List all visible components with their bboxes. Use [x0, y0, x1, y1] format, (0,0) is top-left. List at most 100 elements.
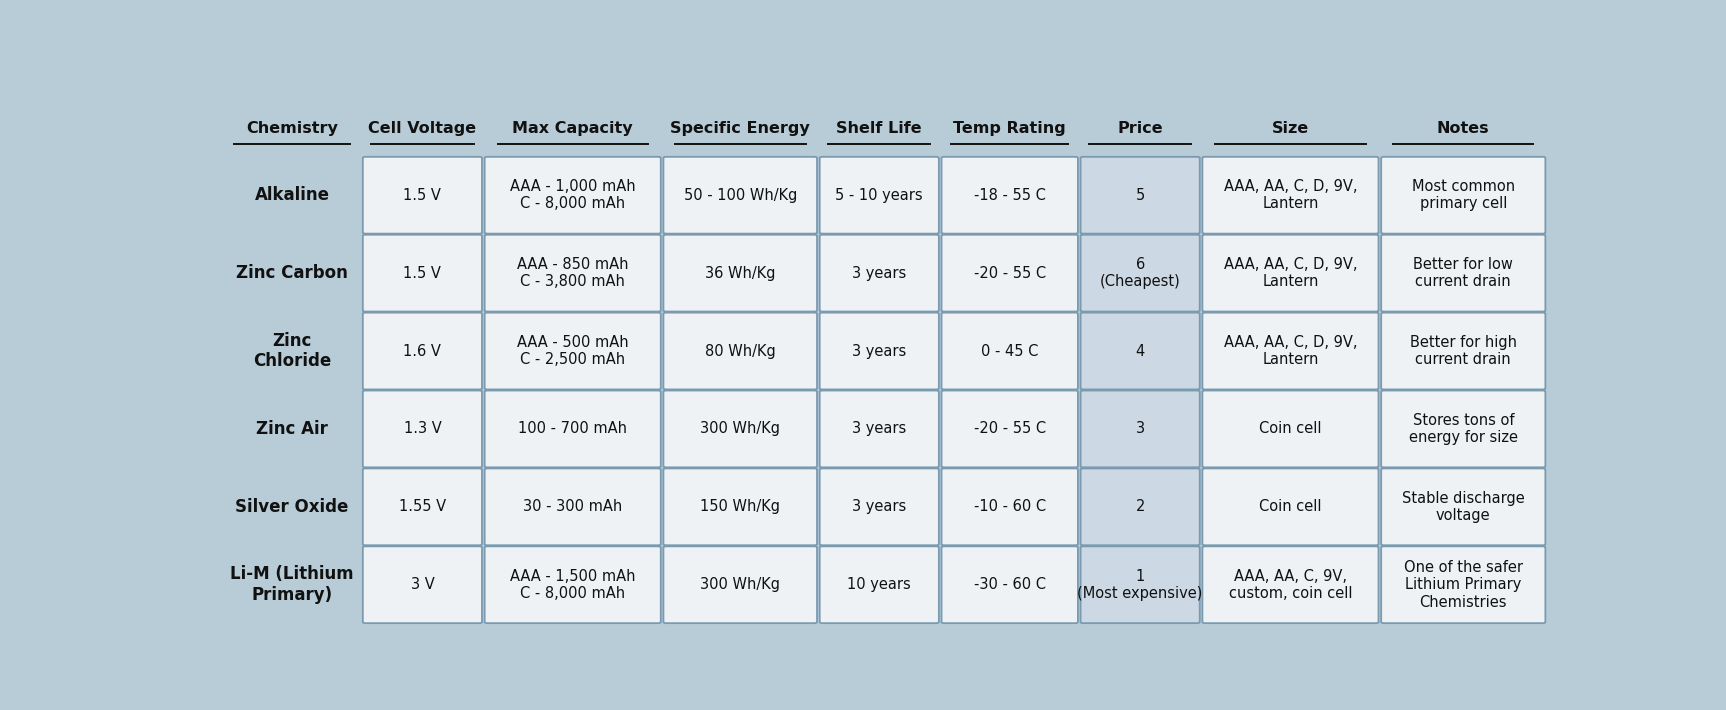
Text: -10 - 60 C: -10 - 60 C	[973, 499, 1046, 514]
Text: Coin cell: Coin cell	[1260, 499, 1322, 514]
Text: -18 - 55 C: -18 - 55 C	[973, 187, 1046, 203]
Text: 0 - 45 C: 0 - 45 C	[980, 344, 1039, 359]
Text: 300 Wh/Kg: 300 Wh/Kg	[701, 577, 780, 592]
Text: 1
(Most expensive): 1 (Most expensive)	[1077, 569, 1203, 601]
Text: AAA, AA, C, D, 9V,
Lantern: AAA, AA, C, D, 9V, Lantern	[1224, 335, 1357, 367]
FancyBboxPatch shape	[820, 391, 939, 467]
FancyBboxPatch shape	[1381, 469, 1545, 545]
Text: Stores tons of
energy for size: Stores tons of energy for size	[1408, 413, 1517, 445]
FancyBboxPatch shape	[941, 546, 1079, 623]
FancyBboxPatch shape	[820, 235, 939, 312]
Text: Max Capacity: Max Capacity	[513, 121, 633, 136]
FancyBboxPatch shape	[1381, 235, 1545, 312]
Text: AAA, AA, C, D, 9V,
Lantern: AAA, AA, C, D, 9V, Lantern	[1224, 179, 1357, 212]
FancyBboxPatch shape	[1080, 312, 1200, 390]
FancyBboxPatch shape	[1203, 235, 1379, 312]
Text: 3 years: 3 years	[853, 422, 906, 437]
FancyBboxPatch shape	[820, 157, 939, 234]
Text: 1.5 V: 1.5 V	[404, 266, 442, 280]
FancyBboxPatch shape	[941, 157, 1079, 234]
Text: Shelf Life: Shelf Life	[837, 121, 922, 136]
FancyBboxPatch shape	[485, 391, 661, 467]
FancyBboxPatch shape	[820, 546, 939, 623]
Text: AAA - 1,000 mAh
C - 8,000 mAh: AAA - 1,000 mAh C - 8,000 mAh	[509, 179, 635, 212]
FancyBboxPatch shape	[1080, 391, 1200, 467]
Text: 3: 3	[1136, 422, 1144, 437]
Text: Zinc
Chloride: Zinc Chloride	[252, 332, 331, 371]
FancyBboxPatch shape	[663, 235, 816, 312]
FancyBboxPatch shape	[362, 157, 482, 234]
Text: Li-M (Lithium
Primary): Li-M (Lithium Primary)	[230, 565, 354, 604]
FancyBboxPatch shape	[485, 312, 661, 390]
Text: Temp Rating: Temp Rating	[953, 121, 1067, 136]
FancyBboxPatch shape	[362, 546, 482, 623]
Text: Specific Energy: Specific Energy	[670, 121, 809, 136]
Text: -20 - 55 C: -20 - 55 C	[973, 422, 1046, 437]
Text: 50 - 100 Wh/Kg: 50 - 100 Wh/Kg	[683, 187, 797, 203]
Text: 10 years: 10 years	[847, 577, 911, 592]
Text: 4: 4	[1136, 344, 1144, 359]
Text: Silver Oxide: Silver Oxide	[235, 498, 349, 516]
Text: 1.5 V: 1.5 V	[404, 187, 442, 203]
Text: Chemistry: Chemistry	[247, 121, 338, 136]
Text: 3 years: 3 years	[853, 344, 906, 359]
FancyBboxPatch shape	[663, 391, 816, 467]
FancyBboxPatch shape	[1203, 469, 1379, 545]
Text: Alkaline: Alkaline	[254, 186, 330, 204]
Text: Cell Voltage: Cell Voltage	[368, 121, 476, 136]
Text: 100 - 700 mAh: 100 - 700 mAh	[518, 422, 627, 437]
Text: 6
(Cheapest): 6 (Cheapest)	[1099, 257, 1181, 290]
FancyBboxPatch shape	[1203, 312, 1379, 390]
Text: Zinc Air: Zinc Air	[255, 420, 328, 438]
FancyBboxPatch shape	[1080, 235, 1200, 312]
FancyBboxPatch shape	[663, 157, 816, 234]
FancyBboxPatch shape	[1381, 546, 1545, 623]
Text: 300 Wh/Kg: 300 Wh/Kg	[701, 422, 780, 437]
Text: Better for high
current drain: Better for high current drain	[1410, 335, 1517, 367]
Text: 80 Wh/Kg: 80 Wh/Kg	[704, 344, 775, 359]
Text: One of the safer
Lithium Primary
Chemistries: One of the safer Lithium Primary Chemist…	[1403, 560, 1522, 610]
Text: Size: Size	[1272, 121, 1308, 136]
Text: 30 - 300 mAh: 30 - 300 mAh	[523, 499, 623, 514]
FancyBboxPatch shape	[1203, 391, 1379, 467]
Text: AAA, AA, C, 9V,
custom, coin cell: AAA, AA, C, 9V, custom, coin cell	[1229, 569, 1351, 601]
Text: 3 years: 3 years	[853, 266, 906, 280]
Text: AAA - 1,500 mAh
C - 8,000 mAh: AAA - 1,500 mAh C - 8,000 mAh	[509, 569, 635, 601]
FancyBboxPatch shape	[362, 391, 482, 467]
Text: 1.3 V: 1.3 V	[404, 422, 442, 437]
Text: Most common
primary cell: Most common primary cell	[1412, 179, 1515, 212]
Text: 5 - 10 years: 5 - 10 years	[835, 187, 923, 203]
Text: Price: Price	[1117, 121, 1163, 136]
FancyBboxPatch shape	[941, 235, 1079, 312]
FancyBboxPatch shape	[362, 312, 482, 390]
Text: AAA - 500 mAh
C - 2,500 mAh: AAA - 500 mAh C - 2,500 mAh	[516, 335, 628, 367]
Text: AAA, AA, C, D, 9V,
Lantern: AAA, AA, C, D, 9V, Lantern	[1224, 257, 1357, 290]
Text: Notes: Notes	[1438, 121, 1490, 136]
FancyBboxPatch shape	[485, 469, 661, 545]
Text: 5: 5	[1136, 187, 1144, 203]
FancyBboxPatch shape	[1381, 157, 1545, 234]
FancyBboxPatch shape	[1381, 391, 1545, 467]
FancyBboxPatch shape	[1080, 469, 1200, 545]
Text: 1.55 V: 1.55 V	[399, 499, 445, 514]
FancyBboxPatch shape	[485, 157, 661, 234]
FancyBboxPatch shape	[1080, 546, 1200, 623]
Text: Better for low
current drain: Better for low current drain	[1414, 257, 1514, 290]
FancyBboxPatch shape	[820, 312, 939, 390]
FancyBboxPatch shape	[941, 391, 1079, 467]
Text: 3 years: 3 years	[853, 499, 906, 514]
Text: Zinc Carbon: Zinc Carbon	[236, 264, 349, 282]
Text: AAA - 850 mAh
C - 3,800 mAh: AAA - 850 mAh C - 3,800 mAh	[518, 257, 628, 290]
FancyBboxPatch shape	[485, 546, 661, 623]
FancyBboxPatch shape	[663, 312, 816, 390]
Text: 36 Wh/Kg: 36 Wh/Kg	[704, 266, 775, 280]
Text: Stable discharge
voltage: Stable discharge voltage	[1402, 491, 1524, 523]
Text: 1.6 V: 1.6 V	[404, 344, 442, 359]
FancyBboxPatch shape	[1203, 546, 1379, 623]
FancyBboxPatch shape	[1381, 312, 1545, 390]
Text: 3 V: 3 V	[411, 577, 435, 592]
FancyBboxPatch shape	[1080, 157, 1200, 234]
FancyBboxPatch shape	[485, 235, 661, 312]
FancyBboxPatch shape	[941, 312, 1079, 390]
FancyBboxPatch shape	[362, 469, 482, 545]
